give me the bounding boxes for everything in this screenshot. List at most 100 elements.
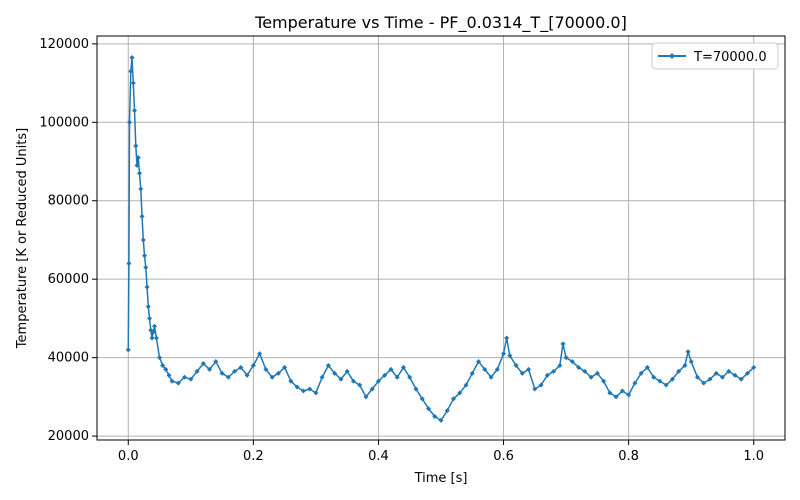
legend: T=70000.0: [651, 42, 779, 70]
series-point: [626, 392, 632, 398]
series-point: [369, 386, 375, 392]
series-point: [682, 362, 688, 369]
series-point: [151, 323, 158, 329]
series-point: [463, 382, 469, 388]
series-point: [138, 186, 144, 192]
chart-title: Temperature vs Time - PF_0.0314_T_[70000…: [254, 13, 627, 33]
series-point: [676, 368, 682, 374]
series-point: [129, 54, 135, 61]
series-point: [388, 366, 394, 372]
y-axis-label: Temperature [K or Reduced Units]: [15, 128, 30, 349]
series-point: [350, 378, 357, 384]
series-point: [382, 372, 388, 378]
series-point: [576, 364, 582, 371]
series-point: [250, 362, 256, 369]
series-point: [128, 68, 134, 74]
y-tick-label: 40000: [48, 351, 89, 366]
series-layer: [125, 54, 757, 423]
series-point: [744, 370, 751, 376]
series-point: [194, 368, 200, 374]
legend-diamond-icon: [669, 53, 675, 59]
series-point: [130, 80, 136, 86]
y-tick-label: 120000: [39, 37, 89, 52]
series-point: [707, 376, 713, 382]
series-point: [135, 155, 141, 161]
series-point: [188, 376, 194, 382]
series-point: [200, 360, 206, 367]
series-point: [149, 335, 155, 341]
series-point: [457, 390, 463, 396]
series-point: [294, 384, 300, 390]
series-point: [488, 374, 494, 380]
series-point: [400, 364, 407, 371]
series-point: [394, 374, 400, 380]
y-tick-label: 60000: [48, 272, 89, 287]
series-point: [357, 382, 363, 388]
series-point: [150, 329, 156, 335]
series-point: [719, 374, 726, 380]
series-point: [139, 213, 145, 220]
series-point: [133, 143, 139, 149]
x-tick-label: 0.2: [243, 449, 264, 464]
series-point: [263, 366, 269, 372]
y-tick-label: 100000: [39, 115, 89, 130]
series-point: [469, 370, 475, 376]
series-point: [160, 362, 166, 369]
series-point: [344, 368, 350, 374]
series-point: [694, 374, 701, 380]
series-point: [213, 358, 219, 365]
x-tick-label: 0.0: [118, 449, 139, 464]
series-point: [288, 378, 294, 384]
series-point: [175, 380, 181, 386]
series-point: [166, 372, 172, 378]
series-point: [181, 374, 188, 380]
series-point: [269, 374, 275, 380]
x-tick-label: 0.6: [493, 449, 514, 464]
series-point: [363, 394, 369, 400]
series-point: [701, 380, 707, 386]
series-point: [125, 347, 131, 353]
series-point: [569, 358, 575, 365]
series-point: [319, 374, 325, 380]
series-point: [153, 335, 160, 341]
series-point: [144, 284, 150, 290]
series-point: [450, 396, 457, 402]
series-point: [594, 370, 600, 376]
legend-series-label: T=70000.0: [693, 50, 767, 65]
series-point: [275, 370, 281, 376]
series-point: [425, 406, 432, 412]
series-point: [225, 374, 231, 380]
series-point: [432, 413, 438, 420]
series-point: [588, 374, 594, 380]
series-point: [156, 355, 163, 361]
grid-layer: [97, 36, 785, 440]
series-point: [148, 327, 154, 333]
series-point: [525, 366, 532, 372]
series-point: [751, 364, 757, 371]
series-point: [475, 358, 482, 365]
series-point: [126, 260, 132, 267]
series-point: [713, 370, 719, 376]
series-point: [560, 341, 566, 347]
series-point: [413, 386, 419, 392]
series-point: [136, 170, 143, 176]
series-point: [669, 376, 676, 382]
series-point: [507, 353, 513, 359]
series-point: [438, 417, 444, 423]
series-point: [146, 315, 153, 321]
series-point: [613, 394, 619, 400]
series-point: [632, 380, 638, 386]
series-point: [419, 396, 425, 402]
series-point: [504, 335, 510, 341]
series-point: [232, 368, 238, 374]
series-point: [126, 119, 133, 125]
series-point: [688, 358, 694, 365]
series-point: [685, 349, 691, 355]
series-point: [206, 366, 213, 372]
legend-box: [651, 42, 779, 70]
series-point: [519, 370, 525, 376]
series-point: [134, 162, 140, 169]
series-point: [332, 370, 338, 376]
series-point: [538, 382, 544, 388]
